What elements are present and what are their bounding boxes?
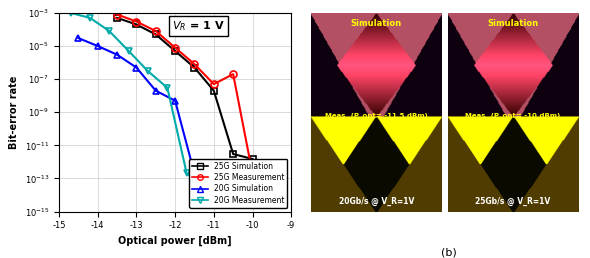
Line: 20G Simulation: 20G Simulation [75, 35, 198, 177]
20G Measurement [106, 29, 113, 33]
25G Simulation [133, 23, 140, 26]
Text: 25Gb/s @ V_R=1V: 25Gb/s @ V_R=1V [476, 196, 550, 206]
Line: 20G Measurement: 20G Measurement [67, 10, 198, 182]
20G Simulation [191, 172, 198, 175]
25G Simulation [172, 50, 179, 53]
25G Measurement [249, 172, 256, 175]
20G Measurement [145, 70, 152, 73]
20G Measurement [67, 11, 74, 14]
20G Measurement [125, 50, 132, 53]
Text: Simulation: Simulation [487, 19, 539, 28]
25G Measurement [113, 13, 120, 16]
X-axis label: Optical power [dBm]: Optical power [dBm] [118, 236, 232, 246]
Y-axis label: Bit-error rate: Bit-error rate [9, 76, 19, 149]
20G Simulation [75, 37, 82, 40]
Text: Meas. (P_opt= -11.5 dBm): Meas. (P_opt= -11.5 dBm) [325, 112, 428, 119]
20G Simulation [172, 99, 179, 102]
25G Simulation [191, 66, 198, 69]
25G Simulation [152, 33, 159, 36]
20G Measurement [191, 177, 198, 180]
25G Measurement [172, 46, 179, 49]
20G Simulation [152, 89, 159, 92]
25G Measurement [210, 83, 217, 86]
Text: Meas. (P_opt= -10 dBm): Meas. (P_opt= -10 dBm) [466, 112, 560, 119]
Text: 20Gb/s @ V_R=1V: 20Gb/s @ V_R=1V [339, 196, 414, 206]
25G Measurement [152, 29, 159, 33]
Line: 25G Simulation: 25G Simulation [114, 14, 256, 163]
20G Simulation [113, 53, 120, 56]
25G Measurement [191, 63, 198, 66]
Text: Simulation: Simulation [350, 19, 402, 28]
25G Simulation [113, 16, 120, 19]
20G Measurement [164, 86, 171, 89]
Legend: 25G Simulation, 25G Measurement, 20G Simulation, 20G Measurement: 25G Simulation, 25G Measurement, 20G Sim… [189, 159, 287, 208]
20G Measurement [86, 16, 93, 19]
20G Simulation [94, 44, 101, 47]
25G Simulation [210, 89, 217, 92]
Text: (b): (b) [441, 248, 456, 258]
25G Measurement [230, 72, 237, 76]
Line: 25G Measurement: 25G Measurement [114, 11, 256, 177]
25G Measurement [133, 20, 140, 23]
25G Simulation [230, 152, 237, 156]
25G Simulation [249, 157, 256, 160]
20G Measurement [183, 172, 190, 175]
Text: $V_R$ = 1 V: $V_R$ = 1 V [172, 19, 225, 33]
20G Simulation [133, 66, 140, 69]
